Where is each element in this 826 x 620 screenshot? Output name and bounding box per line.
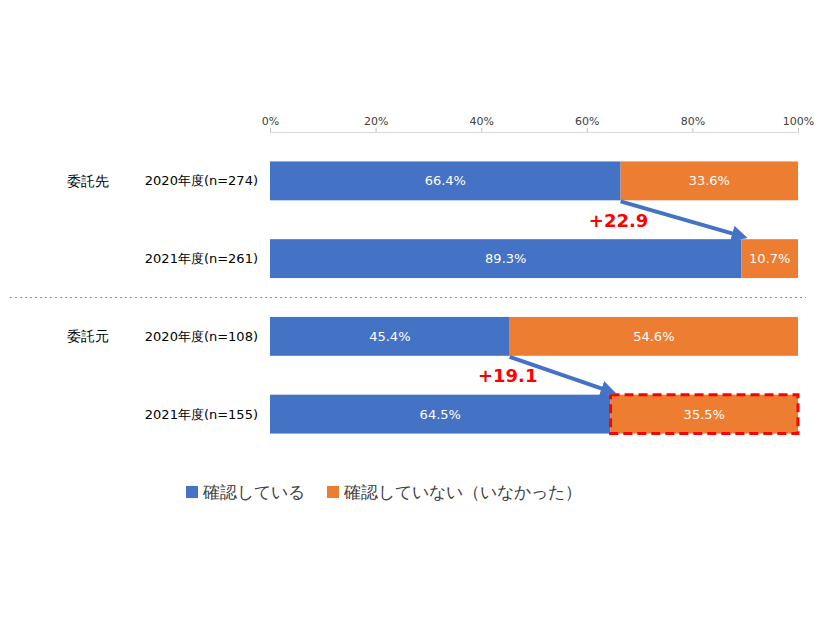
bar (270, 161, 621, 200)
tick-mark (481, 128, 482, 132)
tick-label: 20% (364, 115, 388, 128)
tick: 40% (469, 115, 493, 132)
bar (611, 395, 798, 434)
data-label: 10.7% (749, 251, 790, 266)
legend-label: 確認している (202, 482, 305, 502)
tick-mark (798, 128, 799, 132)
annotation-label: +19.1 (478, 365, 538, 386)
chart: 0% 20% 40% 60% 80% 100% 2020年度(n=274) 2021年度(n=… (0, 0, 826, 620)
category-label: 2021年度(n=155) (145, 407, 258, 422)
bar (742, 239, 798, 278)
bars (270, 161, 798, 433)
data-labels: 66.4% 89.3% 45.4% 64.5% 33.6% 10.7% 54.6% 35.5% (369, 173, 790, 421)
highlight-box (611, 395, 798, 434)
legend-item: 確認している (186, 482, 305, 502)
annotation-label: +22.9 (589, 210, 649, 231)
x-axis: 0% 20% 40% 60% 80% 100% (262, 115, 814, 133)
group-separator (10, 297, 806, 298)
bar (270, 395, 611, 434)
data-label: 89.3% (485, 251, 526, 266)
legend-swatch (327, 486, 339, 498)
tick-label: 80% (681, 115, 705, 128)
data-label: 35.5% (684, 407, 725, 422)
tick-label: 100% (783, 115, 814, 128)
data-label: 45.4% (369, 329, 410, 344)
tick: 0% (262, 115, 279, 132)
tick-label: 40% (469, 115, 493, 128)
tick: 100% (783, 115, 814, 132)
category-label: 2021年度(n=261) (145, 251, 258, 266)
bar (270, 317, 510, 356)
bar (510, 317, 798, 356)
tick-label: 0% (262, 115, 279, 128)
tick-mark (587, 128, 588, 132)
data-label: 66.4% (425, 173, 466, 188)
legend-item: 確認していない（いなかった） (327, 482, 582, 502)
bar (270, 239, 742, 278)
category-label: 2020年度(n=108) (145, 329, 258, 344)
data-label: 33.6% (689, 173, 730, 188)
tick: 60% (575, 115, 599, 132)
tick: 80% (681, 115, 705, 132)
legend: 確認している 確認していない（いなかった） (186, 482, 582, 502)
axis-line (271, 128, 799, 133)
tick: 20% (364, 115, 388, 132)
legend-label: 確認していない（いなかった） (343, 482, 582, 502)
tick-mark (270, 128, 271, 132)
data-label: 64.5% (420, 407, 461, 422)
legend-swatch (186, 486, 198, 498)
tick-mark (692, 128, 693, 132)
bar (621, 161, 798, 200)
data-label: 54.6% (633, 329, 674, 344)
group-label: 委託元 (67, 328, 109, 344)
tick-label: 60% (575, 115, 599, 128)
group-label: 委託先 (67, 173, 109, 189)
tick-mark (376, 128, 377, 132)
category-label: 2020年度(n=274) (145, 173, 258, 188)
